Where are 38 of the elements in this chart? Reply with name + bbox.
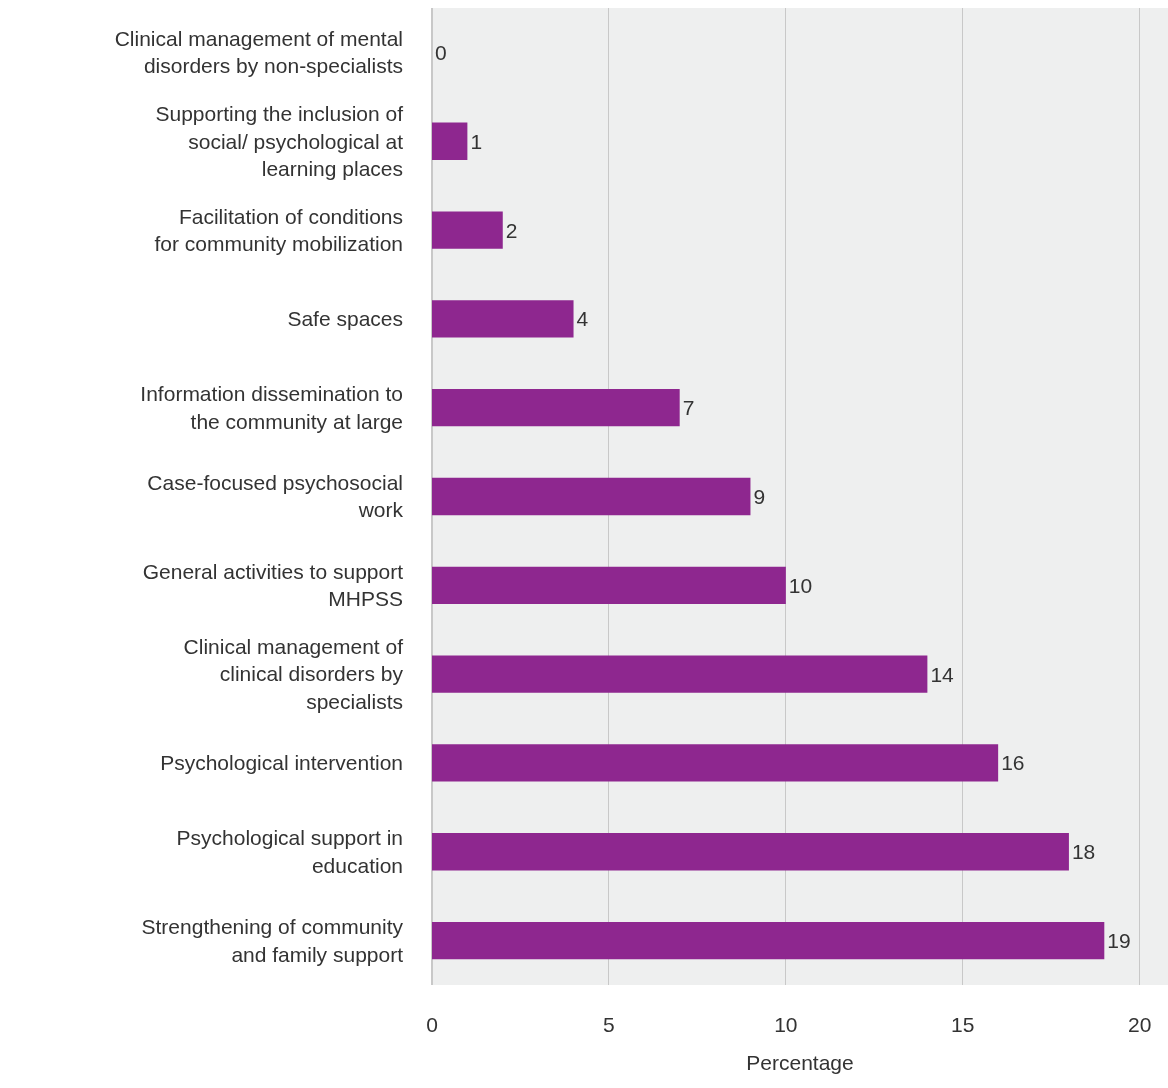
y-tick-label: General activities to support MHPSS xyxy=(142,560,404,611)
data-label: 19 xyxy=(1107,929,1131,953)
data-label: 2 xyxy=(505,218,518,242)
y-tick-label: Facilitation of conditions for community mobilization xyxy=(154,204,403,256)
y-tick-label: Safe spaces xyxy=(287,307,403,331)
y-tick-label: Psychological intervention xyxy=(160,751,403,775)
y-tick-label: Case-focused psychosocial work xyxy=(147,471,404,522)
data-label: 9 xyxy=(753,485,766,508)
data-label: 10 xyxy=(788,573,813,597)
bar xyxy=(432,566,786,604)
x-axis-title: Percentage xyxy=(746,1051,854,1075)
x-tick-label: 10 xyxy=(774,1013,798,1036)
x-tick-label: 20 xyxy=(1128,1013,1152,1036)
bar xyxy=(432,477,751,516)
data-label: 4 xyxy=(576,307,589,331)
y-tick-label: Information dissemination to the community at large xyxy=(140,382,403,433)
data-label: 14 xyxy=(930,662,955,686)
data-label: 18 xyxy=(1071,840,1096,864)
bar xyxy=(432,389,680,427)
bar xyxy=(432,833,1069,871)
y-tick-label: Clinical management of mental disorders by non-specialists xyxy=(114,27,403,78)
bar xyxy=(432,744,999,782)
bar xyxy=(432,122,468,160)
x-tick-label: 0 xyxy=(426,1013,438,1036)
data-label: 7 xyxy=(682,396,695,420)
data-label: 1 xyxy=(470,129,483,153)
bar xyxy=(432,921,1105,960)
bar xyxy=(432,655,928,693)
bar xyxy=(432,211,503,249)
x-tick-label: 15 xyxy=(951,1013,975,1036)
y-tick-label: Psychological support in education xyxy=(176,826,403,877)
y-tick-label: Strengthening of community and family support xyxy=(141,915,404,966)
bar xyxy=(432,300,574,338)
y-tick-label: Clinical management of clinical disorders by specialists xyxy=(183,635,404,713)
data-label: 16 xyxy=(1001,751,1025,775)
data-label: 0 xyxy=(435,40,447,64)
y-tick-label: Supporting the inclusion of social/ psychological at learning places xyxy=(155,102,404,180)
x-tick-label: 5 xyxy=(603,1013,615,1036)
